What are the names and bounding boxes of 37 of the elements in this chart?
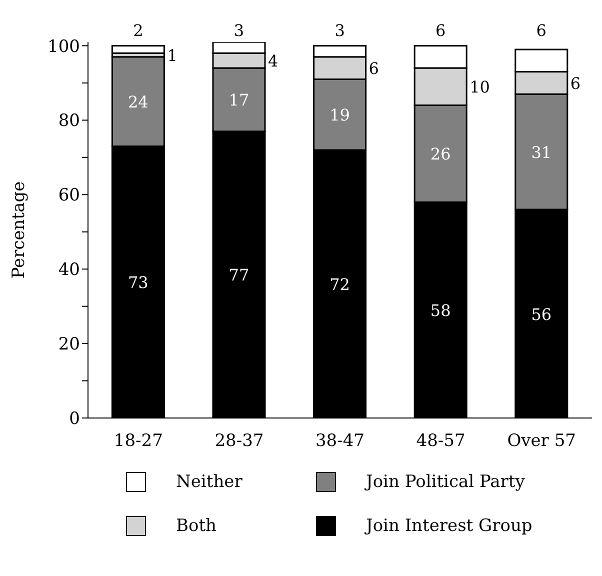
y-tick-label: 60 xyxy=(58,186,80,206)
data-label: 6 xyxy=(436,21,446,40)
data-label: 31 xyxy=(531,142,552,162)
data-label: 10 xyxy=(470,78,490,97)
data-label: 6 xyxy=(570,74,581,93)
data-label: 3 xyxy=(234,21,244,40)
legend-label: Join Interest Group xyxy=(366,516,532,536)
legend-label: Join Political Party xyxy=(366,472,525,492)
data-label: 19 xyxy=(330,106,350,125)
y-tick-label: 40 xyxy=(58,260,80,280)
data-label: 1 xyxy=(167,46,178,66)
x-tick-label: 38-47 xyxy=(315,431,365,452)
data-label: 56 xyxy=(531,304,552,324)
data-label: 24 xyxy=(128,92,148,112)
data-label: 6 xyxy=(368,59,379,78)
data-label: 17 xyxy=(228,90,250,110)
y-tick-label: 100 xyxy=(48,36,80,57)
data-label: 26 xyxy=(430,144,451,164)
data-label: 73 xyxy=(128,273,148,292)
data-label: 72 xyxy=(330,274,350,294)
data-label: 4 xyxy=(268,52,278,71)
data-label: 58 xyxy=(430,301,451,320)
x-tick-label: Over 57 xyxy=(507,431,576,452)
data-label: 2 xyxy=(133,21,144,40)
y-tick-label: 20 xyxy=(58,334,80,355)
data-label: 3 xyxy=(334,21,345,40)
y-tick-label: 80 xyxy=(58,111,80,132)
data-label: 77 xyxy=(228,266,250,285)
x-tick-label: 28-37 xyxy=(214,431,264,452)
data-label: 6 xyxy=(536,21,546,40)
bar xyxy=(111,44,165,54)
legend-label: Neither xyxy=(176,472,242,492)
x-tick-label: 48-57 xyxy=(416,431,466,452)
y-axis-title: Percentage xyxy=(9,181,30,279)
x-tick-label: 18-27 xyxy=(114,431,163,452)
legend-label: Both xyxy=(176,516,217,536)
y-tick-label: 0 xyxy=(69,409,80,430)
